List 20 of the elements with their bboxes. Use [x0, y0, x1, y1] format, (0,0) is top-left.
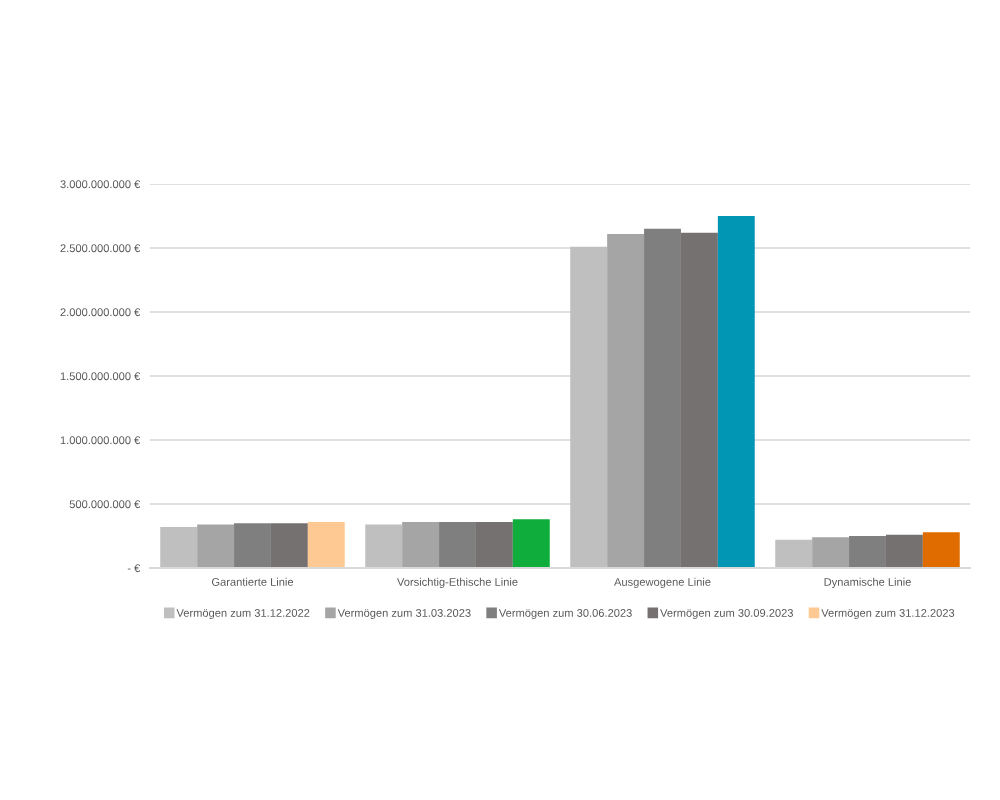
- bar: [849, 536, 886, 568]
- bar: [885, 534, 923, 568]
- bar: [717, 216, 755, 568]
- bar: [607, 233, 645, 568]
- bar: [775, 539, 813, 568]
- bar: [512, 519, 550, 568]
- bar: [307, 521, 345, 568]
- bar: [570, 246, 608, 568]
- bar: [402, 521, 440, 568]
- bar: [270, 523, 308, 568]
- bar: [680, 232, 718, 568]
- bar: [365, 524, 403, 568]
- bar: [475, 521, 513, 568]
- bar: [234, 523, 271, 568]
- bar: [439, 521, 476, 568]
- bar: [812, 537, 850, 568]
- bar: [922, 532, 960, 568]
- bar: [197, 524, 235, 568]
- bar: [160, 527, 198, 568]
- bar: [644, 228, 681, 568]
